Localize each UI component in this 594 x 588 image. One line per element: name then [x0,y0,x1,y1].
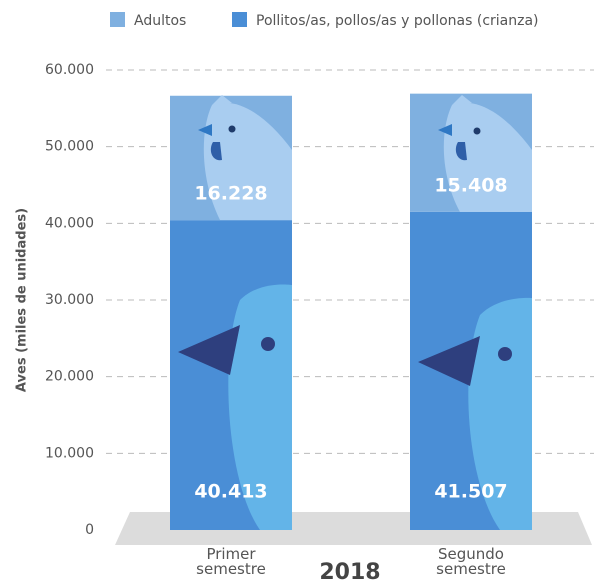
value-label: 15.408 [434,174,507,196]
y-tick-label: 50.000 [45,139,94,155]
legend-label: Pollitos/as, pollos/as y pollonas (crian… [256,13,539,29]
y-tick-label: 30.000 [45,292,94,308]
value-label: 41.507 [434,481,507,503]
x-tick-label: Segundo semestre [436,545,506,578]
y-axis-label: Aves (miles de unidades) [15,208,30,392]
chicken-icon [418,95,532,530]
grid: 0 10.000 20.000 30.000 40.000 50.000 60.000 [45,62,594,538]
decoration [178,95,532,530]
labels: Adultos Pollitos/as, pollos/as y pollonas… [110,12,539,503]
y-tick-label: 20.000 [45,369,94,385]
value-label: 40.413 [194,481,267,503]
legend-swatch [110,12,125,27]
value-label: 16.228 [194,183,267,205]
chicken-icon [178,95,292,530]
year-label: 2018 [319,560,380,585]
y-tick-label: 40.000 [45,215,94,231]
legend-swatch [232,12,247,27]
legend-label: Adultos [134,13,186,29]
y-tick-label: 0 [85,522,94,538]
y-tick-label: 60.000 [45,62,94,78]
x-tick-label: Primer semestre [196,545,266,578]
y-tick-label: 10.000 [45,445,94,461]
